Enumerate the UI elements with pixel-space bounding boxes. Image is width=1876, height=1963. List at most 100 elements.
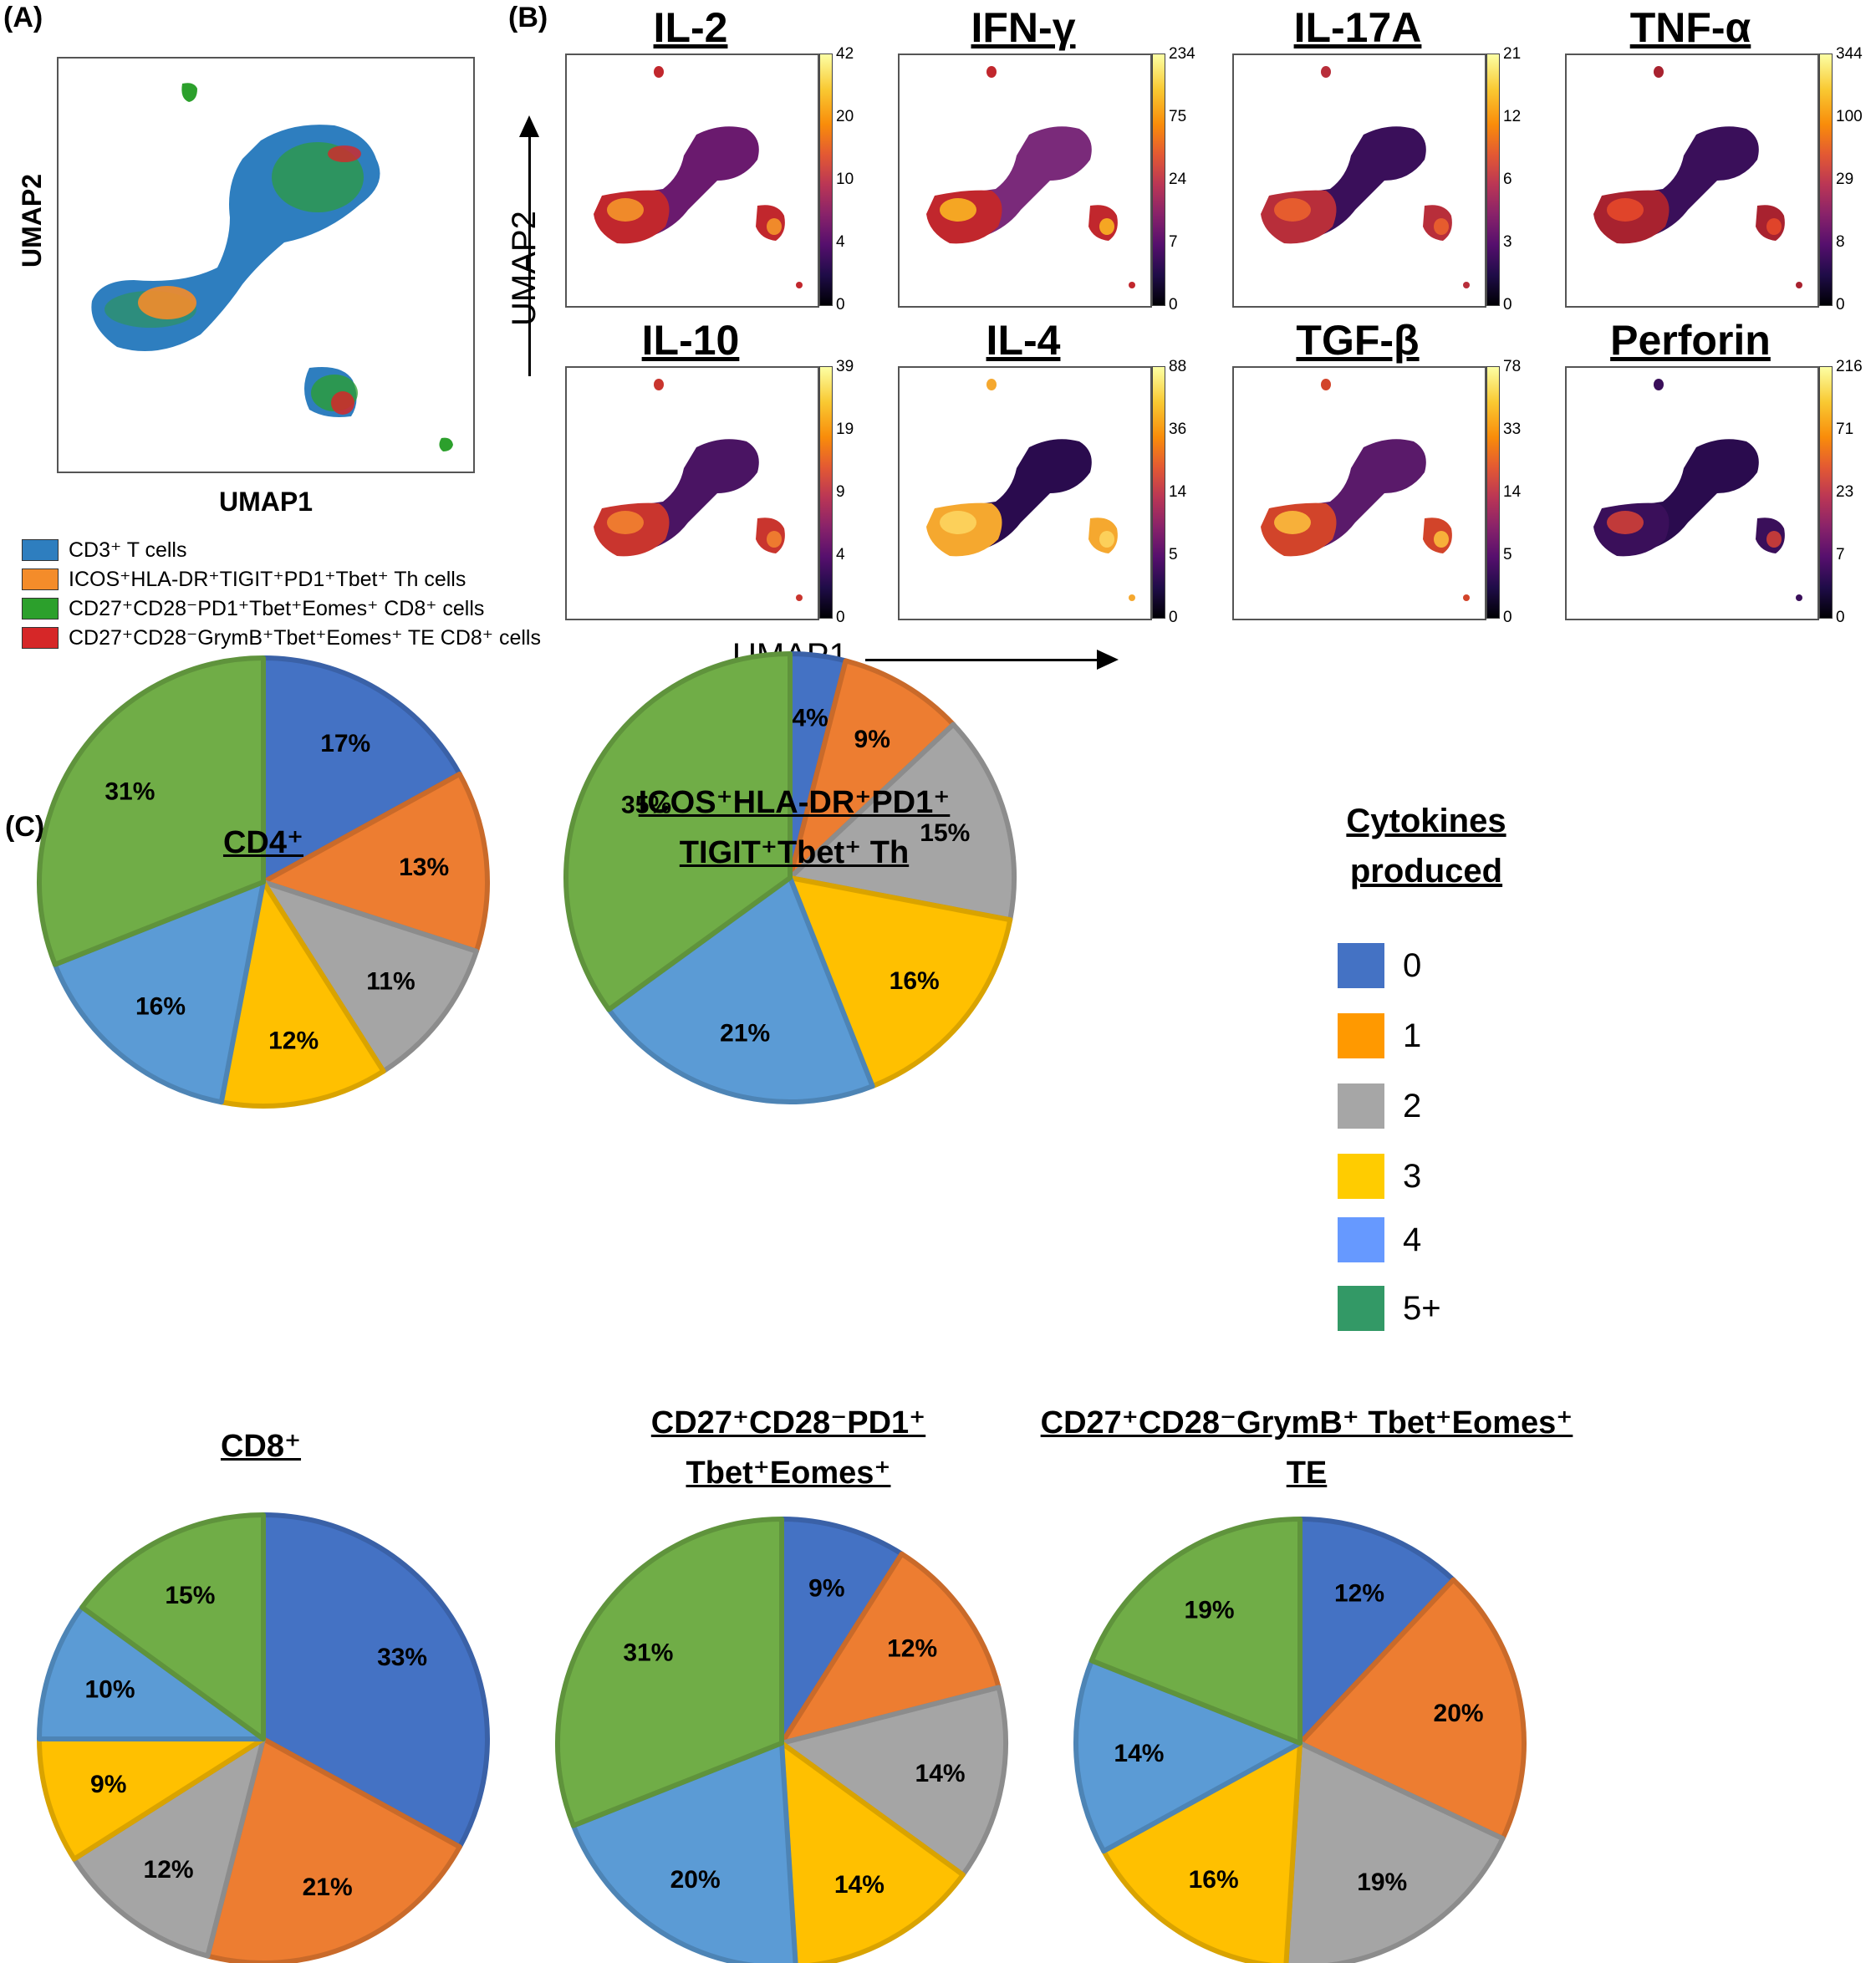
- colorbar: [1486, 54, 1500, 306]
- cluster-top-dot: [1654, 379, 1664, 390]
- pie-title-line: TE: [1286, 1456, 1328, 1491]
- pie-slice-label: 9%: [854, 726, 890, 753]
- legend-label: 0: [1403, 946, 1422, 984]
- cd8-cluster-top: [181, 83, 197, 102]
- pie-slice: [570, 1741, 798, 1963]
- pie-title-line: TIGIT⁺Tbet⁺ Th: [679, 835, 910, 870]
- legend-item: 5+: [1338, 1286, 1441, 1331]
- cluster-bottom-dot: [1463, 594, 1470, 601]
- panel-b-y-arrow-line: [528, 134, 531, 376]
- pie-slice-label: 14%: [1114, 1740, 1164, 1767]
- colorbar-tick-label: 6: [1503, 171, 1512, 188]
- panel-a-umap-plot: [57, 57, 475, 473]
- cluster-top-dot: [1321, 66, 1331, 78]
- pie-slice-label: 16%: [135, 993, 186, 1021]
- pie-slice-label: 19%: [1185, 1596, 1235, 1624]
- pie-slice-label: 12%: [268, 1027, 319, 1055]
- legend-a-swatch: [22, 626, 59, 649]
- colorbar-tick-label: 19: [836, 421, 854, 438]
- cluster-bottom-dot: [1796, 594, 1802, 601]
- pie-slice-label: 4%: [793, 705, 828, 732]
- pie-title: CD4⁺: [0, 818, 598, 868]
- colorbar-tick-label: 88: [1169, 358, 1187, 375]
- cluster-bottom-dot: [1129, 282, 1135, 288]
- cluster-right-hotspot: [767, 218, 782, 235]
- pie-slice: [261, 655, 462, 885]
- cytokine-map-title: IL-10: [641, 317, 740, 364]
- te-region-upper: [328, 145, 361, 162]
- cluster-right-hotspot: [1099, 531, 1114, 548]
- pie-slice-label: 15%: [920, 819, 970, 847]
- colorbar-tick-label: 0: [1503, 609, 1512, 626]
- colorbar-tick-label: 0: [1169, 609, 1178, 626]
- cluster-left-hotspot: [607, 511, 644, 534]
- colorbar-tick-label: 0: [836, 296, 845, 314]
- cluster-top-dot: [654, 379, 664, 390]
- legend-swatch: [1338, 1083, 1384, 1129]
- legend-a-item: CD3⁺ T cells: [22, 535, 541, 564]
- pie-slice: [788, 875, 1013, 1089]
- legend-a-swatch: [22, 597, 59, 619]
- colorbar-tick-label: 75: [1169, 108, 1187, 125]
- pie-slice-label: 20%: [1434, 1700, 1484, 1727]
- colorbar-tick-label: 23: [1836, 483, 1854, 501]
- cluster-bottom-dot: [796, 282, 803, 288]
- colorbar-tick-label: 7: [1169, 233, 1178, 251]
- panel-c-letter: (C): [5, 811, 45, 843]
- cluster-left-hotspot: [1607, 198, 1644, 222]
- colorbar: [1486, 366, 1500, 619]
- cytokine-map-title: IL-2: [653, 4, 728, 51]
- cluster-left-hotspot: [1274, 511, 1311, 534]
- pie-slice: [37, 1736, 266, 1862]
- colorbar-tick-label: 71: [1836, 421, 1854, 438]
- pie-slice-label: 12%: [1334, 1580, 1384, 1608]
- pie-slice-label: 15%: [165, 1582, 215, 1609]
- colorbar-tick-label: 39: [836, 358, 854, 375]
- colorbar-tick-label: 0: [1169, 296, 1178, 314]
- colorbar-tick-label: 78: [1503, 358, 1522, 375]
- legend-a-item: ICOS⁺HLA-DR⁺TIGIT⁺PD1⁺Tbet⁺ Th cells: [22, 564, 541, 594]
- pie-title-line: CD27⁺CD28⁻GrymB⁺ Tbet⁺Eomes⁺: [1040, 1405, 1573, 1440]
- pie-slice: [1088, 1517, 1302, 1746]
- pie-slice-label: 21%: [720, 1019, 770, 1047]
- colorbar-tick-label: 0: [1836, 296, 1845, 314]
- pie-slice: [1101, 1741, 1302, 1963]
- colorbar-tick-label: 21: [1503, 45, 1522, 63]
- cluster-left-hotspot: [940, 198, 976, 222]
- legend-item: 0: [1338, 943, 1421, 988]
- legend-a-swatch: [22, 538, 59, 561]
- legend-label: 5+: [1403, 1289, 1441, 1327]
- legend-title-line2: produced: [1349, 853, 1503, 890]
- pie-slice-label: 20%: [670, 1866, 721, 1894]
- colorbar-tick-label: 344: [1836, 45, 1863, 63]
- colorbar: [1152, 366, 1165, 619]
- panel-b-letter: (B): [508, 2, 548, 33]
- pie-title-line: CD4⁺: [222, 825, 304, 860]
- pie-slice-label: 12%: [144, 1856, 194, 1884]
- cluster-right-hotspot: [1099, 218, 1114, 235]
- panel-b-x-arrow-line: [865, 659, 1099, 661]
- cluster-bottom-dot: [1129, 594, 1135, 601]
- colorbar-tick-label: 29: [1836, 171, 1854, 188]
- pie-title: CD27⁺CD28⁻GrymB⁺ Tbet⁺Eomes⁺ TE: [972, 1398, 1641, 1498]
- cytokine-umap-plot: [898, 54, 1152, 308]
- pie-slice-label: 31%: [105, 778, 155, 806]
- colorbar-tick-label: 10: [836, 171, 854, 188]
- colorbar-tick-label: 36: [1169, 421, 1187, 438]
- pie-slice: [606, 875, 875, 1104]
- cd8-cluster-bottom: [439, 437, 453, 451]
- legend-swatch: [1338, 1154, 1384, 1199]
- legend-label: 2: [1403, 1087, 1422, 1124]
- pie-title-line: CD8⁺: [220, 1429, 302, 1464]
- cytokine-umap-plot: [1232, 54, 1486, 308]
- pie-slice-label: 31%: [623, 1639, 673, 1667]
- legend-a-label: ICOS⁺HLA-DR⁺TIGIT⁺PD1⁺Tbet⁺ Th cells: [69, 567, 466, 591]
- colorbar: [1819, 54, 1833, 306]
- pie-slice: [779, 1741, 966, 1963]
- colorbar-tick-label: 100: [1836, 108, 1863, 125]
- colorbar-tick-label: 3: [1503, 233, 1512, 251]
- pie-slice: [71, 1736, 266, 1959]
- colorbar-tick-label: 42: [836, 45, 854, 63]
- colorbar-tick-label: 234: [1169, 45, 1195, 63]
- pie-title-line: CD27⁺CD28⁻PD1⁺: [650, 1405, 926, 1440]
